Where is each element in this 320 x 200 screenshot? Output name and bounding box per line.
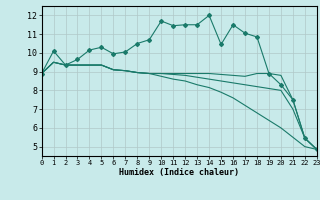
- X-axis label: Humidex (Indice chaleur): Humidex (Indice chaleur): [119, 168, 239, 177]
